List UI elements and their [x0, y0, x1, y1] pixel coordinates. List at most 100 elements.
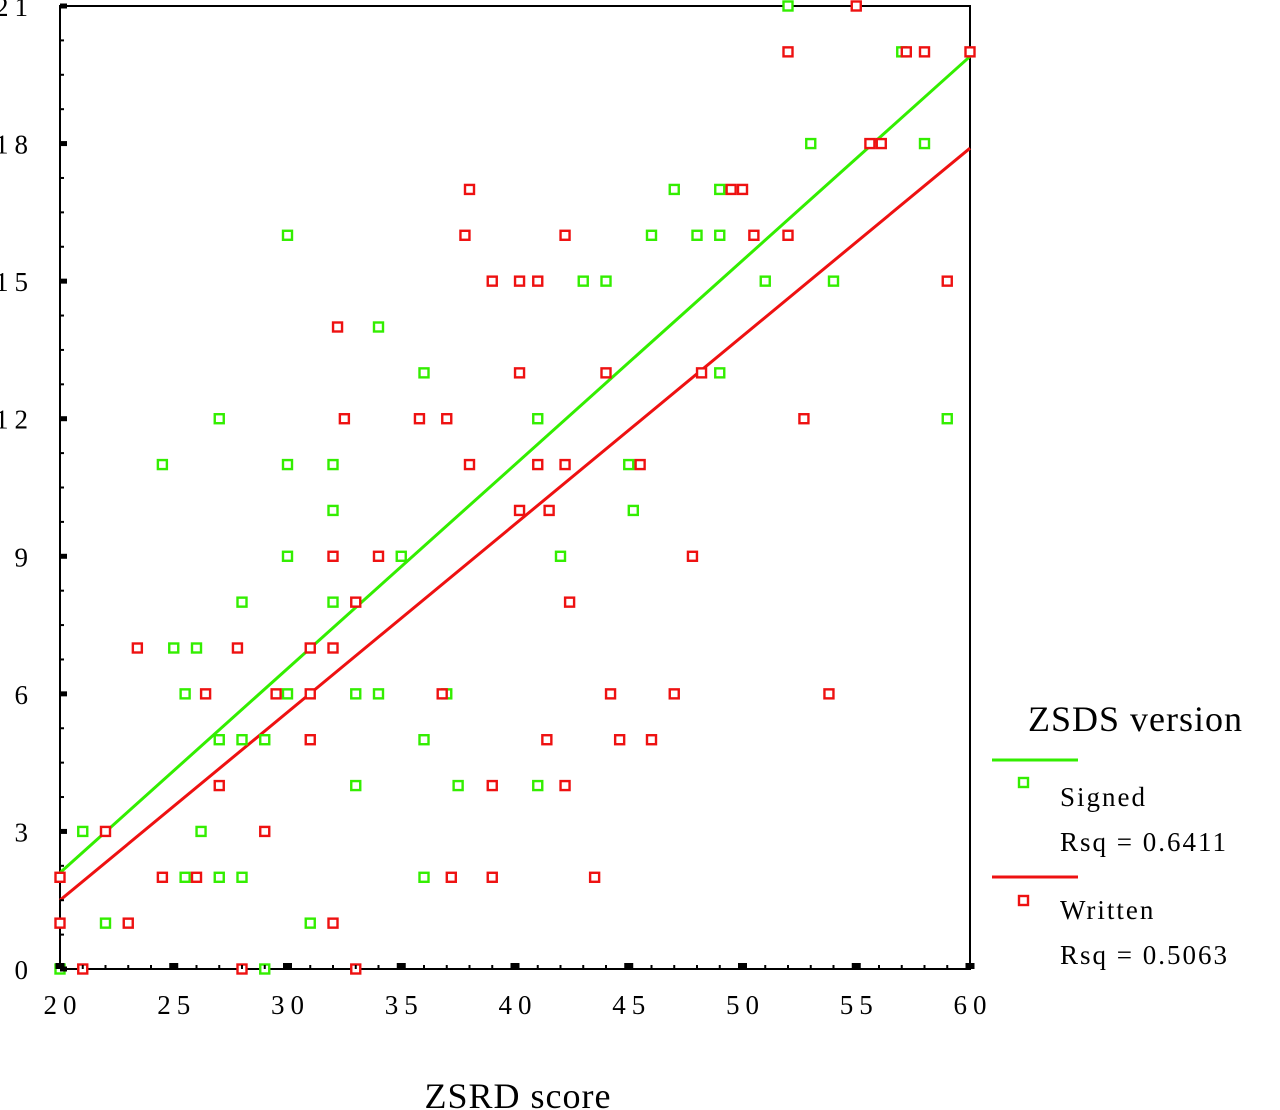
legend-written-marker — [1017, 894, 1030, 907]
signed-point — [236, 734, 248, 746]
written-point — [513, 504, 526, 517]
written-point — [463, 183, 476, 196]
written-point — [259, 825, 271, 838]
signed-point — [213, 413, 225, 425]
written-point — [213, 779, 225, 792]
written-point — [459, 229, 471, 241]
written-point — [122, 917, 134, 929]
signed-point — [714, 229, 726, 241]
y-tick-label: 21 — [0, 0, 34, 22]
legend-signed-rsq: Rsq = 0.6411 — [1060, 827, 1228, 857]
written-point — [54, 917, 66, 929]
signed-point — [350, 688, 362, 700]
x-tick-label: 30 — [271, 990, 310, 1020]
signed-point — [691, 229, 703, 241]
signed-point — [190, 642, 203, 654]
written-point — [588, 871, 601, 883]
written-point — [604, 688, 617, 700]
written-point — [304, 642, 316, 654]
written-point — [156, 871, 169, 883]
written-point — [634, 458, 646, 471]
signed-point — [236, 871, 248, 883]
legend-written-label: Written — [1060, 895, 1155, 925]
written-point — [463, 458, 476, 471]
y-tick-label: 12 — [0, 405, 34, 435]
written-point — [850, 0, 862, 12]
written-point — [532, 275, 544, 287]
signed-point — [554, 550, 567, 562]
y-tick-label: 6 — [15, 680, 35, 710]
signed-point — [213, 871, 225, 883]
signed-point — [627, 504, 639, 517]
data-points — [54, 0, 976, 975]
signed-point — [372, 688, 385, 700]
x-tick-label: 45 — [612, 990, 651, 1020]
signed-point — [281, 229, 294, 241]
y-tick-label: 18 — [0, 130, 34, 160]
signed-point — [236, 596, 248, 608]
written-point — [350, 596, 362, 608]
y-tick-label: 3 — [15, 817, 35, 847]
signed-point — [281, 550, 294, 562]
written-point — [304, 734, 316, 746]
written-point — [695, 367, 708, 379]
signed-point — [827, 275, 840, 287]
written-point — [782, 229, 794, 241]
written-point — [736, 183, 749, 196]
written-point — [99, 825, 112, 838]
signed-point — [600, 275, 612, 287]
signed-point — [99, 917, 112, 929]
signed-point — [259, 734, 271, 746]
written-point — [748, 229, 760, 241]
signed-point — [168, 642, 180, 654]
signed-point — [577, 275, 589, 287]
written-point — [513, 367, 526, 379]
written-point — [864, 137, 876, 150]
legend: ZSDS version Signed Rsq = 0.6411 Written… — [992, 699, 1242, 970]
written-point — [338, 413, 351, 425]
written-point — [190, 871, 203, 883]
written-point — [231, 642, 244, 654]
x-tick-label: 20 — [44, 990, 83, 1020]
written-point — [54, 871, 66, 883]
signed-point — [395, 550, 407, 562]
written-point — [600, 367, 612, 379]
written-point — [900, 46, 912, 58]
signed-point — [213, 734, 225, 746]
written-point — [486, 871, 498, 883]
written-point — [559, 779, 571, 792]
written-point — [486, 779, 498, 792]
written-point — [445, 871, 457, 883]
fit-lines — [58, 55, 972, 902]
legend-written-rsq: Rsq = 0.5063 — [1060, 940, 1229, 970]
signed-point — [179, 871, 191, 883]
signed-point — [350, 779, 362, 792]
written-point — [613, 734, 626, 746]
legend-entry-written: Written Rsq = 0.5063 — [992, 875, 1229, 970]
signed-point — [714, 367, 726, 379]
plot-frame — [59, 5, 971, 970]
written-point — [131, 642, 144, 654]
written-point — [823, 688, 835, 700]
written-point — [436, 688, 448, 700]
signed-point — [418, 367, 430, 379]
x-axis: 20 25 30 35 40 45 50 55 60 — [44, 963, 987, 1020]
written-point — [331, 321, 344, 333]
written-point — [327, 917, 339, 929]
signed-point — [179, 688, 191, 700]
signed-point — [195, 825, 207, 838]
y-tick-label: 15 — [0, 267, 34, 297]
signed-point — [668, 183, 680, 196]
signed-point — [327, 596, 339, 608]
written-point — [543, 504, 555, 517]
written-point — [782, 46, 794, 58]
written-point — [327, 642, 339, 654]
written-point — [270, 688, 282, 700]
signed-point — [281, 458, 294, 471]
written-point — [532, 458, 544, 471]
signed-point — [782, 0, 794, 12]
written-point — [199, 688, 212, 700]
written-point — [541, 734, 553, 746]
written-point — [941, 275, 953, 287]
